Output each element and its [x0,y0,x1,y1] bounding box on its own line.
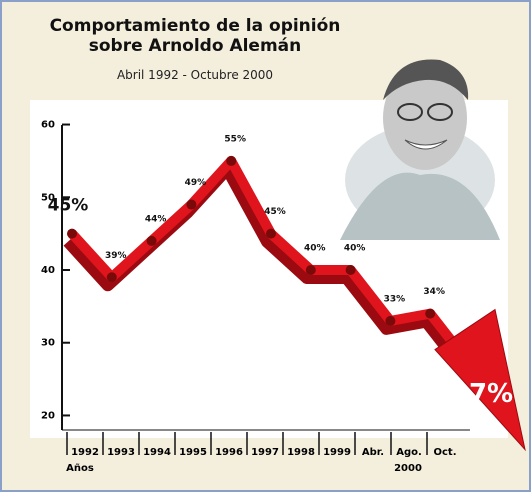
y-tick-label: 60 [41,120,55,131]
x-annotation: Años [66,463,94,474]
x-tick-label: 1996 [215,447,243,458]
y-tick-label: 20 [41,410,55,421]
x-tick-label: 1993 [107,447,135,458]
value-label: 27% [451,379,513,409]
x-annotation: 2000 [394,463,422,474]
point [306,265,316,275]
point [147,236,157,246]
x-tick-label: 1994 [143,447,171,458]
x-tick-label: 1995 [179,447,207,458]
value-label: 55% [224,134,246,144]
point [346,265,356,275]
x-tick-label: Oct. [433,447,456,458]
value-label: 39% [105,251,127,261]
x-tick-label: 1998 [287,447,315,458]
point [425,309,435,319]
y-tick-label: 40 [41,265,55,276]
value-label: 33% [384,294,406,304]
point [385,316,395,326]
point [67,229,77,239]
page: 2030405060199219931994199519961997199819… [0,0,531,492]
x-tick-label: 1997 [251,447,279,458]
value-label: 40% [304,244,326,254]
value-label: 44% [145,214,167,224]
x-tick-label: Ago. [396,447,422,458]
x-tick-label: 1992 [71,447,99,458]
value-label: 40% [344,244,366,254]
value-label: 49% [185,178,207,188]
point [107,272,117,282]
point [226,156,236,166]
x-tick-label: 1999 [323,447,351,458]
chart-title: Comportamiento de la opinión sobre Arnol… [30,16,360,56]
point [186,200,196,210]
value-label: 45% [48,196,89,216]
x-tick-label: Abr. [362,447,384,458]
y-tick-label: 30 [41,338,55,349]
value-label: 34% [423,287,445,297]
photo [340,60,500,241]
value-label: 45% [264,207,286,217]
point [266,229,276,239]
chart-subtitle: Abril 1992 - Octubre 2000 [30,68,360,82]
